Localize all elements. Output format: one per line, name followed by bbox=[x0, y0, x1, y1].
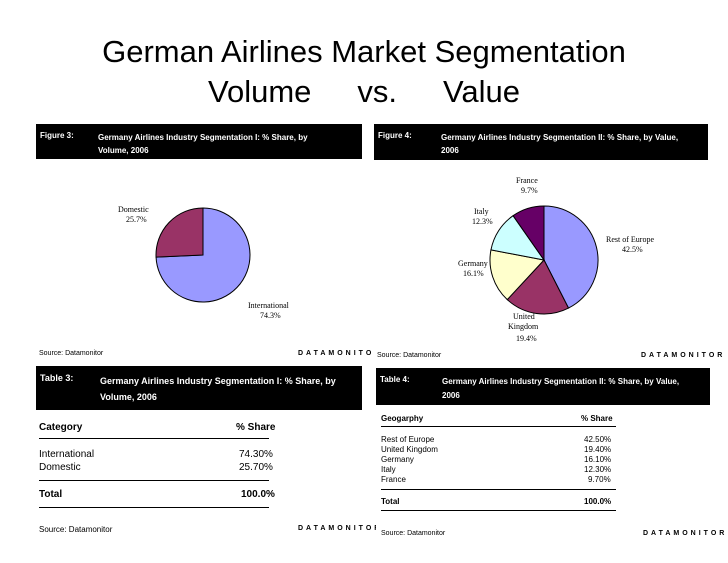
table3-brand: DATAMONITOR bbox=[298, 525, 383, 532]
table4-row-name: Germany bbox=[381, 455, 414, 464]
figure3-title-line1: Germany Airlines Industry Segmentation I… bbox=[98, 133, 308, 142]
table3-row-name: International bbox=[39, 449, 95, 460]
table4-row-value: 42.50% bbox=[584, 435, 612, 444]
figure4-header: Figure 4: Germany Airlines Industry Segm… bbox=[374, 124, 708, 160]
table4-col-share: % Share bbox=[581, 414, 613, 423]
table4-source: Source: Datamonitor bbox=[381, 530, 446, 537]
table3-col-category: Category bbox=[39, 422, 83, 433]
pie1-label-domestic: Domestic bbox=[118, 205, 149, 214]
table4-title: Germany Airlines Industry Segmentation I… bbox=[442, 375, 679, 403]
table4-total-label: Total bbox=[381, 497, 400, 506]
figure4-label: Figure 4: bbox=[378, 131, 412, 140]
table3-col-share: % Share bbox=[236, 422, 276, 433]
figure4-title-line2: 2006 bbox=[441, 146, 459, 155]
pie2-label-united-kingdom: United Kingdom bbox=[508, 312, 539, 331]
table4-row-name: United Kingdom bbox=[381, 445, 438, 454]
table4-row-value: 12.30% bbox=[584, 465, 612, 474]
table3-header: Table 3: Germany Airlines Industry Segme… bbox=[36, 366, 362, 410]
table3-source: Source: Datamonitor bbox=[39, 525, 113, 534]
figure3-header: Figure 3: Germany Airlines Industry Segm… bbox=[36, 124, 362, 159]
pie1-label-international: International bbox=[248, 301, 290, 310]
pie2-label-italy: Italy bbox=[474, 207, 489, 216]
table4-title-line2: 2006 bbox=[442, 391, 460, 400]
figure3-pie-chart: Domestic 25.7% International 74.3% bbox=[118, 205, 290, 320]
table4: Geogarphy % Share Rest of Europe 42.50% … bbox=[376, 405, 724, 544]
table4-brand: DATAMONITOR bbox=[643, 530, 728, 537]
table4-row-name: Italy bbox=[381, 465, 396, 474]
table4-row-name: Rest of Europe bbox=[381, 435, 435, 444]
pie2-value-rest-of-europe: 42.5% bbox=[622, 245, 643, 254]
table4-header-rule bbox=[381, 426, 616, 427]
pie2-slice-france bbox=[512, 205, 545, 262]
table3-title: Germany Airlines Industry Segmentation I… bbox=[100, 373, 336, 405]
table4-bottom-rule bbox=[381, 510, 616, 511]
pie2-value-germany: 16.1% bbox=[463, 269, 484, 278]
pie2-slice-germany bbox=[489, 249, 545, 301]
pie2-slice-rest-of-europe bbox=[543, 205, 599, 309]
figure3-brand: DATAMONITOR bbox=[298, 350, 383, 357]
pie2-label-rest-of-europe: Rest of Europe bbox=[606, 235, 654, 244]
pie2-value-united-kingdom: 19.4% bbox=[516, 334, 537, 343]
table3-title-line1: Germany Airlines Industry Segmentation I… bbox=[100, 376, 336, 386]
figure4-panel: Figure 4: Germany Airlines Industry Segm… bbox=[374, 124, 722, 362]
table4-total-value: 100.0% bbox=[584, 497, 612, 506]
table4-label: Table 4: bbox=[380, 375, 410, 384]
subtitle-value: Value bbox=[443, 74, 521, 109]
pie2-label-germany: Germany bbox=[458, 259, 488, 268]
slide-title: German Airlines Market Segmentation bbox=[102, 34, 626, 69]
table4-col-geography: Geogarphy bbox=[381, 414, 424, 423]
table3-row-value: 25.70% bbox=[239, 462, 273, 473]
figure4-title: Germany Airlines Industry Segmentation I… bbox=[441, 131, 678, 157]
table4-panel: Table 4: Germany Airlines Industry Segme… bbox=[376, 368, 724, 544]
table4-row-value: 9.70% bbox=[588, 475, 611, 484]
figure4-source: Source: Datamonitor bbox=[377, 352, 442, 359]
table3-header-rule bbox=[39, 438, 269, 439]
figure3-title-line2: Volume, 2006 bbox=[98, 146, 149, 155]
table4-header: Table 4: Germany Airlines Industry Segme… bbox=[376, 368, 710, 405]
pie1-value-international: 74.3% bbox=[260, 311, 281, 320]
table3-label: Table 3: bbox=[40, 373, 74, 383]
pie2-value-italy: 12.3% bbox=[472, 217, 493, 226]
table3-bottom-rule bbox=[39, 507, 269, 508]
figure4-title-line1: Germany Airlines Industry Segmentation I… bbox=[441, 133, 679, 142]
subtitle-volume: Volume bbox=[207, 74, 312, 109]
table3-row-name: Domestic bbox=[39, 462, 81, 473]
figure3-panel: Figure 3: Germany Airlines Industry Segm… bbox=[36, 124, 379, 360]
pie2-slice-united-kingdom bbox=[506, 259, 570, 315]
table4-row-value: 19.40% bbox=[584, 445, 612, 454]
slide-subtitle: Volume vs. Value bbox=[0, 74, 728, 110]
table4-title-line1: Germany Airlines Industry Segmentation I… bbox=[442, 377, 680, 386]
table3-row-value: 74.30% bbox=[239, 449, 273, 460]
figure3-source: Source: Datamonitor bbox=[39, 350, 104, 357]
table3: Category % Share International 74.30% Do… bbox=[36, 410, 379, 542]
figure4-brand: DATAMONITOR bbox=[641, 352, 726, 359]
table3-title-line2: Volume, 2006 bbox=[100, 392, 157, 402]
pie1-value-domestic: 25.7% bbox=[126, 215, 147, 224]
table4-total-rule bbox=[381, 489, 616, 490]
figure4-pie-chart: France 9.7% Italy 12.3% Germany 16.1% Re… bbox=[458, 176, 654, 343]
table3-total-label: Total bbox=[39, 489, 63, 500]
table4-row-name: France bbox=[381, 475, 406, 484]
table3-total-rule bbox=[39, 480, 269, 481]
table4-row-value: 16.10% bbox=[584, 455, 612, 464]
pie2-value-france: 9.7% bbox=[521, 186, 538, 195]
figure3-label: Figure 3: bbox=[40, 131, 74, 140]
pie1-slice-domestic bbox=[155, 207, 204, 258]
table3-total-value: 100.0% bbox=[241, 489, 275, 500]
pie2-label-france: France bbox=[516, 176, 538, 185]
table3-panel: Table 3: Germany Airlines Industry Segme… bbox=[36, 366, 379, 542]
subtitle-vs: vs. bbox=[357, 74, 398, 109]
figure3-title: Germany Airlines Industry Segmentation I… bbox=[98, 131, 308, 157]
